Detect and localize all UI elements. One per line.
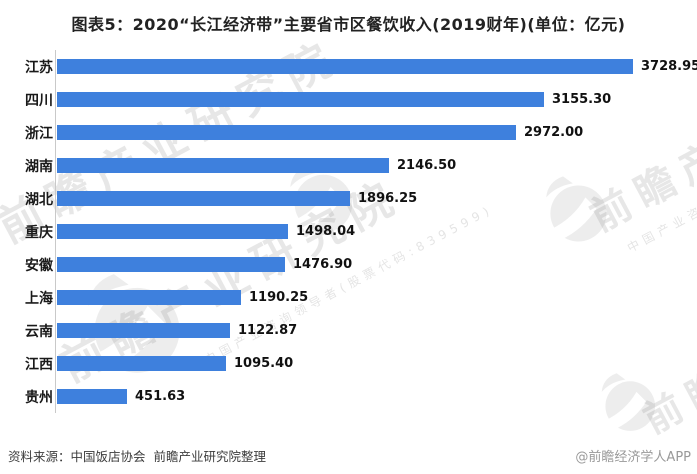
bar-row: 安徽 1476.90 (8, 248, 689, 281)
bar (57, 158, 389, 173)
bar-row: 云南 1122.87 (8, 314, 689, 347)
value-label: 2146.50 (397, 158, 457, 173)
category-label: 上海 (25, 290, 53, 307)
value-label: 3155.30 (552, 92, 612, 107)
category-label: 安徽 (25, 257, 53, 274)
value-label: 1896.25 (358, 191, 418, 206)
value-label: 3728.95 (641, 59, 697, 74)
bar (57, 356, 226, 371)
bar-track: 3155.30 (55, 83, 689, 116)
bar-row: 湖南 2146.50 (8, 149, 689, 182)
bar (57, 290, 241, 305)
value-label: 1095.40 (234, 356, 294, 371)
bar-track: 1190.25 (55, 281, 689, 314)
category-label: 重庆 (25, 224, 53, 241)
bar-track: 2972.00 (55, 116, 689, 149)
source-note: 资料来源：中国饭店协会 前瞻产业研究院整理 (8, 449, 266, 464)
bar-track: 1122.87 (55, 314, 689, 347)
bar-row: 浙江 2972.00 (8, 116, 689, 149)
category-label: 湖北 (25, 191, 53, 208)
value-label: 1498.04 (296, 224, 356, 239)
bar-track: 451.63 (55, 380, 689, 413)
category-label: 湖南 (25, 158, 53, 175)
bar (57, 257, 285, 272)
category-label: 江西 (25, 356, 53, 373)
bar-track: 1896.25 (55, 182, 689, 215)
bar-row: 重庆 1498.04 (8, 215, 689, 248)
bar-row: 江西 1095.40 (8, 347, 689, 380)
bar (57, 59, 633, 74)
plot-area: 江苏 3728.95 四川 3155.30 浙江 2972.00 湖南 2146.50 湖北 18… (8, 50, 697, 413)
category-label: 江苏 (25, 59, 53, 76)
bar-row: 贵州 451.63 (8, 380, 689, 413)
value-label: 1190.25 (249, 290, 309, 305)
value-label: 1122.87 (238, 323, 298, 338)
bar (57, 92, 544, 107)
bar-track: 3728.95 (55, 50, 697, 83)
bar (57, 191, 350, 206)
bar-row: 江苏 3728.95 (8, 50, 697, 83)
bar-row: 湖北 1896.25 (8, 182, 689, 215)
category-label: 四川 (25, 92, 53, 109)
bar (57, 323, 230, 338)
bar (57, 125, 516, 140)
category-label: 贵州 (25, 389, 53, 406)
value-label: 1476.90 (293, 257, 353, 272)
category-label: 浙江 (25, 125, 53, 142)
category-label: 云南 (25, 323, 53, 340)
bar-track: 1498.04 (55, 215, 689, 248)
credit-note: @前瞻经济学人APP (575, 450, 691, 465)
bar-row: 上海 1190.25 (8, 281, 689, 314)
bar (57, 389, 127, 404)
footer: 资料来源：中国饭店协会 前瞻产业研究院整理 @前瞻经济学人APP (8, 446, 691, 465)
chart-title: 图表5：2020“长江经济带”主要省市区餐饮收入(2019财年)(单位：亿元) (71, 15, 626, 34)
value-label: 2972.00 (524, 125, 584, 140)
value-label: 451.63 (135, 389, 186, 404)
bar-row: 四川 3155.30 (8, 83, 689, 116)
bar-track: 1095.40 (55, 347, 689, 380)
bar (57, 224, 288, 239)
bar-track: 2146.50 (55, 149, 689, 182)
bar-track: 1476.90 (55, 248, 689, 281)
